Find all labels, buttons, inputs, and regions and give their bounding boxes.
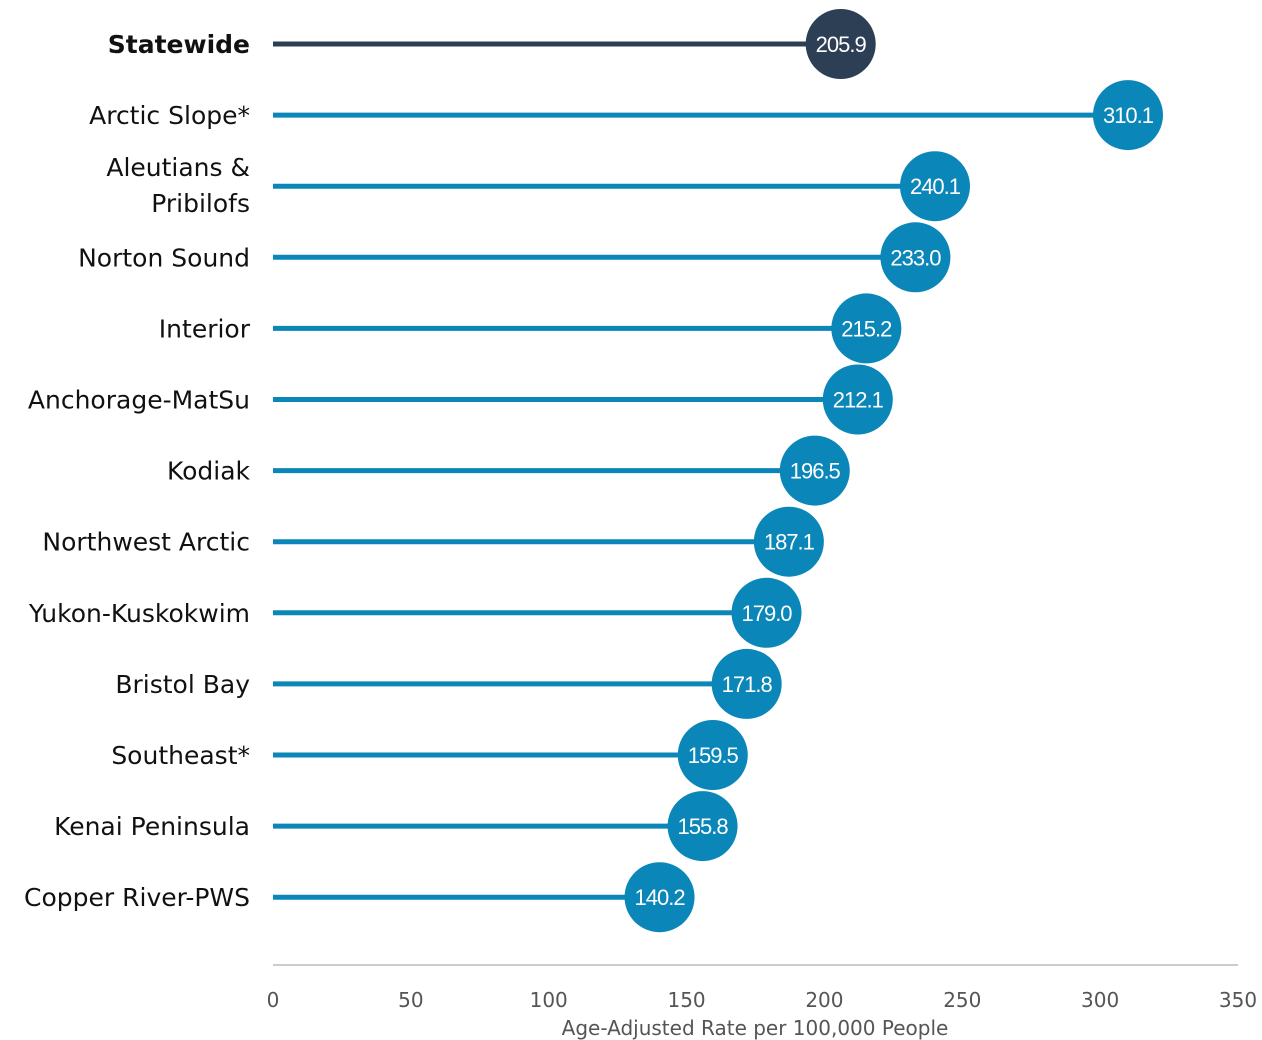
value-label: 179.0 bbox=[741, 601, 792, 626]
lollipop-dot bbox=[711, 648, 782, 719]
category-label: Yukon-Kuskokwim bbox=[28, 599, 250, 628]
x-tick-label: 0 bbox=[267, 988, 280, 1012]
x-axis-title: Age-Adjusted Rate per 100,000 People bbox=[562, 1016, 949, 1040]
lollipop-row: 159.5 Southeast* bbox=[111, 720, 748, 790]
value-label: 310.1 bbox=[1103, 103, 1154, 128]
lollipop-row: 187.1 Northwest Arctic bbox=[42, 506, 824, 577]
lollipop-row: 233.0 Norton Sound bbox=[78, 222, 951, 293]
lollipop-row: 215.2 Interior bbox=[159, 293, 902, 364]
lollipop-dot bbox=[667, 791, 738, 862]
lollipop-row: 171.8 Bristol Bay bbox=[115, 648, 782, 719]
lollipop-row: 140.2 Copper River-PWS bbox=[24, 862, 695, 933]
category-label: Northwest Arctic bbox=[42, 528, 250, 557]
value-label: 205.9 bbox=[816, 32, 867, 57]
x-tick-label: 150 bbox=[667, 988, 705, 1012]
category-label: Kodiak bbox=[167, 457, 251, 486]
category-label: Norton Sound bbox=[78, 243, 250, 272]
category-label: Copper River-PWS bbox=[24, 883, 250, 912]
value-label: 215.2 bbox=[841, 316, 892, 341]
lollipop-dot bbox=[880, 222, 951, 293]
value-label: 212.1 bbox=[833, 388, 884, 413]
lollipop-dot bbox=[731, 577, 802, 648]
category-label: Interior bbox=[159, 314, 251, 343]
x-axis-ticks: 0 50 100 150 200 250 300 350 bbox=[267, 988, 1257, 1012]
x-tick-label: 200 bbox=[805, 988, 843, 1012]
lollipop-row: 205.9 Statewide bbox=[108, 9, 876, 79]
value-label: 187.1 bbox=[764, 530, 815, 555]
lollipop-row: 179.0 Yukon-Kuskokwim bbox=[28, 577, 802, 648]
value-label: 155.8 bbox=[678, 814, 729, 839]
x-tick-label: 50 bbox=[398, 988, 423, 1012]
value-label: 159.5 bbox=[688, 743, 739, 768]
category-label: Statewide bbox=[108, 30, 250, 59]
lollipop-row: 155.8 Kenai Peninsula bbox=[54, 791, 738, 862]
lollipop-row: 310.1 Arctic Slope* bbox=[89, 80, 1163, 151]
value-label: 233.0 bbox=[890, 245, 941, 270]
lollipop-dot bbox=[822, 364, 893, 435]
lollipop-row: 212.1 Anchorage-MatSu bbox=[28, 364, 893, 435]
chart-rows: 205.9 Statewide 310.1 Arctic Slope* 240.1 Ale… bbox=[24, 9, 1163, 933]
lollipop-dot bbox=[677, 720, 748, 790]
category-label: Southeast* bbox=[111, 741, 250, 770]
lollipop-row: 196.5 Kodiak bbox=[167, 435, 850, 506]
lollipop-dot bbox=[753, 506, 824, 577]
category-label: Arctic Slope* bbox=[89, 101, 250, 130]
x-tick-label: 250 bbox=[943, 988, 981, 1012]
lollipop-dot bbox=[779, 435, 850, 506]
lollipop-dot bbox=[624, 862, 695, 933]
lollipop-dot bbox=[805, 9, 876, 79]
category-label: Aleutians & Pribilofs bbox=[106, 153, 250, 218]
x-tick-label: 350 bbox=[1219, 988, 1257, 1012]
category-label: Kenai Peninsula bbox=[54, 812, 250, 841]
x-tick-label: 300 bbox=[1081, 988, 1119, 1012]
value-label: 240.1 bbox=[910, 174, 961, 199]
value-label: 171.8 bbox=[722, 672, 773, 697]
category-label: Bristol Bay bbox=[115, 670, 250, 699]
value-label: 196.5 bbox=[790, 459, 841, 484]
lollipop-row: 240.1 Aleutians & Pribilofs bbox=[106, 151, 970, 222]
x-tick-label: 100 bbox=[530, 988, 568, 1012]
lollipop-dot bbox=[899, 151, 970, 222]
lollipop-dot bbox=[831, 293, 902, 364]
value-label: 140.2 bbox=[635, 885, 686, 910]
category-label: Anchorage-MatSu bbox=[28, 386, 250, 415]
lollipop-dot bbox=[1092, 80, 1163, 151]
